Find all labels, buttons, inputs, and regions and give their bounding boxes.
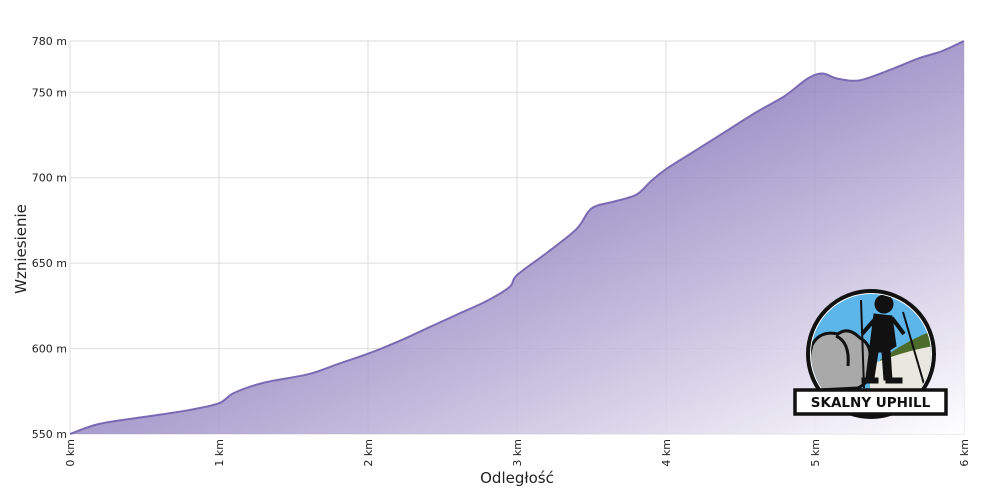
x-tick-label: 4 km: [660, 439, 673, 467]
y-tick-label: 550 m: [32, 428, 67, 441]
y-tick-label: 650 m: [32, 257, 67, 270]
x-tick-label: 1 km: [213, 439, 226, 467]
x-axis-ticks: 0 km 1 km 2 km 3 km 4 km 5 km 6 km: [64, 439, 971, 467]
x-tick-label: 5 km: [809, 439, 822, 467]
x-tick-label: 3 km: [511, 439, 524, 467]
y-tick-label: 750 m: [32, 86, 67, 99]
y-tick-label: 780 m: [32, 35, 67, 48]
skalny-uphill-logo: SKALNY UPHILL: [793, 289, 948, 419]
y-axis-ticks: 550 m 600 m 650 m 700 m 750 m 780 m: [32, 35, 67, 441]
skier-icon: [860, 294, 925, 389]
x-tick-label: 2 km: [362, 439, 375, 467]
elevation-area: [70, 41, 964, 434]
x-tick-label: 0 km: [64, 439, 77, 467]
logo-text: SKALNY UPHILL: [811, 395, 931, 411]
y-tick-label: 700 m: [32, 172, 67, 185]
y-axis-title: Wzniesienie: [12, 204, 30, 294]
x-tick-label: 6 km: [958, 439, 971, 467]
y-tick-label: 600 m: [32, 343, 67, 356]
area-layer: [69, 40, 965, 435]
x-axis-title: Odległość: [480, 469, 554, 487]
elevation-line: [69, 40, 965, 435]
